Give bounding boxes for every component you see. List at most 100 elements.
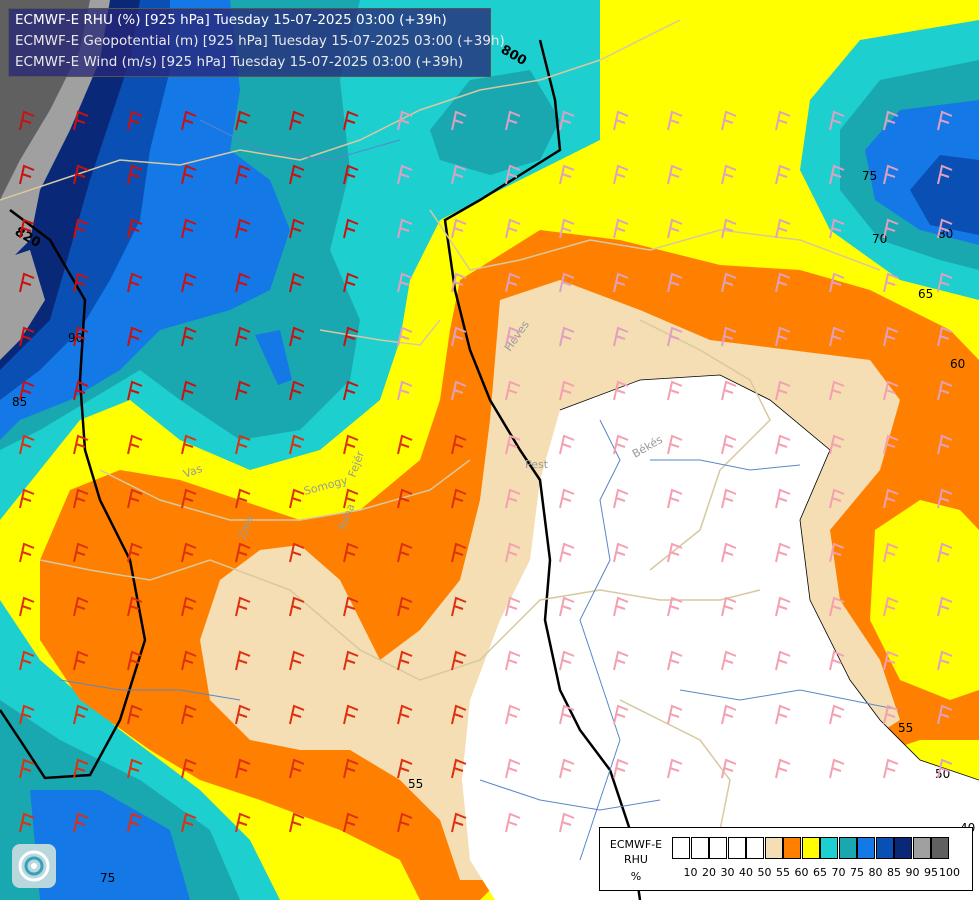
legend-tick-label: 50	[757, 866, 772, 879]
wind-barb	[559, 704, 575, 725]
legend-tick-label: 10	[683, 866, 698, 879]
wind-barb	[397, 812, 413, 833]
wind-barb	[289, 272, 305, 293]
wind-barb	[19, 272, 35, 293]
wind-barb	[397, 326, 413, 347]
wind-barb	[505, 704, 521, 725]
legend-unit-label: %	[630, 870, 642, 883]
wind-barb	[181, 380, 197, 401]
wind-barb	[613, 164, 629, 185]
wind-barb	[451, 812, 467, 833]
wind-barb	[775, 650, 791, 671]
wind-barb	[181, 272, 197, 293]
wind-barb	[505, 218, 521, 239]
wind-barb	[289, 164, 305, 185]
wind-barb	[937, 434, 953, 455]
wind-barb	[667, 542, 683, 563]
wind-barb	[937, 542, 953, 563]
wind-barb	[775, 488, 791, 509]
wind-barb	[19, 164, 35, 185]
wind-barb	[721, 164, 737, 185]
wind-barb	[613, 542, 629, 563]
wind-barb	[73, 110, 89, 131]
wind-barb	[775, 596, 791, 617]
wind-barbs	[19, 110, 953, 833]
legend-tick-label: 65	[813, 866, 827, 879]
wind-barb	[19, 380, 35, 401]
wind-barb	[181, 164, 197, 185]
wind-barb	[73, 812, 89, 833]
wind-barb	[451, 110, 467, 131]
wind-barb	[19, 434, 35, 455]
wind-barb	[451, 380, 467, 401]
wind-barb	[613, 650, 629, 671]
wind-barb	[343, 164, 359, 185]
wind-barb	[289, 434, 305, 455]
wind-barb	[343, 488, 359, 509]
wind-barb	[829, 164, 845, 185]
wind-barb	[667, 434, 683, 455]
wind-barb	[127, 488, 143, 509]
title-rhu: ECMWF-E RHU (%) [925 hPa] Tuesday 15-07-…	[15, 12, 447, 28]
wind-barb	[19, 812, 35, 833]
legend-tick-label: 100	[939, 866, 960, 879]
contour-label: 65	[918, 287, 933, 301]
wind-barb	[883, 326, 899, 347]
wind-barb	[235, 218, 251, 239]
wind-barb	[721, 272, 737, 293]
contour-label: 75	[862, 169, 877, 183]
wind-barb	[937, 164, 953, 185]
wind-barb	[19, 542, 35, 563]
legend-swatch	[727, 837, 746, 859]
wind-barb	[343, 542, 359, 563]
wind-barb	[127, 326, 143, 347]
wind-barb	[235, 434, 251, 455]
wind-barb	[937, 326, 953, 347]
wind-barb	[127, 272, 143, 293]
wind-barb	[667, 326, 683, 347]
wind-barb	[505, 164, 521, 185]
wind-barb	[613, 326, 629, 347]
wind-barb	[343, 758, 359, 779]
wind-barb	[181, 110, 197, 131]
wind-barb	[73, 326, 89, 347]
wind-barb	[775, 326, 791, 347]
wind-barb	[289, 812, 305, 833]
wind-barb	[397, 596, 413, 617]
wind-barb	[883, 650, 899, 671]
wind-barb	[559, 434, 575, 455]
wind-barb	[775, 272, 791, 293]
wind-barb	[559, 326, 575, 347]
wind-barb	[883, 758, 899, 779]
wind-barb	[829, 758, 845, 779]
wind-barb	[451, 488, 467, 509]
wind-barb	[73, 650, 89, 671]
wind-barb	[289, 596, 305, 617]
geopotential-820-line	[0, 209, 147, 780]
wind-barb	[73, 218, 89, 239]
wind-barb	[883, 380, 899, 401]
wind-barb	[721, 218, 737, 239]
wind-barb	[397, 650, 413, 671]
legend-tick-label: 95	[924, 866, 938, 879]
wind-barb	[289, 542, 305, 563]
wind-barb	[829, 326, 845, 347]
wind-barb	[73, 758, 89, 779]
wind-barb	[775, 434, 791, 455]
wind-barb	[505, 650, 521, 671]
wind-barb	[289, 326, 305, 347]
wind-barb	[235, 326, 251, 347]
wind-barb	[289, 380, 305, 401]
wind-barb	[73, 434, 89, 455]
place-label: Pest	[525, 458, 549, 471]
wind-barb	[505, 434, 521, 455]
wind-barb	[613, 596, 629, 617]
wind-barb	[289, 218, 305, 239]
wind-barb	[181, 326, 197, 347]
wind-barb	[883, 272, 899, 293]
wind-barb	[181, 650, 197, 671]
wind-barb	[775, 110, 791, 131]
wind-barb	[559, 218, 575, 239]
wind-barb	[343, 110, 359, 131]
wind-barb	[235, 488, 251, 509]
